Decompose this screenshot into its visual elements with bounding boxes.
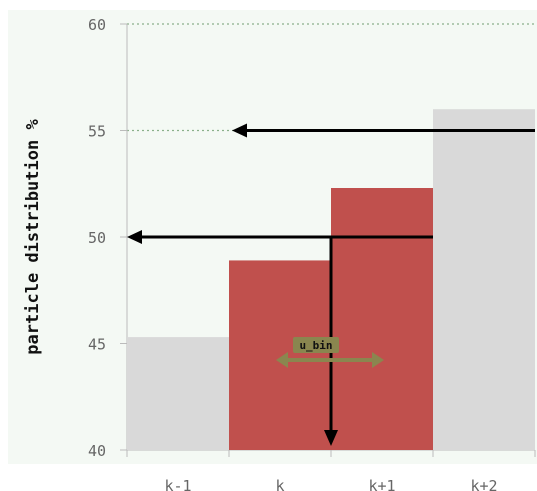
bar-k+2 bbox=[433, 109, 535, 450]
x-tick-label-k+1: k+1 bbox=[368, 477, 395, 491]
arrow-down-head bbox=[324, 430, 338, 446]
y-tick-label-45: 45 bbox=[88, 336, 106, 354]
double-headed-arrow-icon bbox=[276, 352, 384, 368]
u-bin-label: u_bin bbox=[299, 339, 332, 352]
arrow-to-50-head bbox=[127, 230, 142, 244]
annotation-arrows bbox=[127, 123, 535, 446]
bar-k+1 bbox=[331, 188, 433, 450]
u-bin-annotation: u_bin bbox=[276, 337, 384, 368]
y-tick-label-60: 60 bbox=[88, 16, 106, 34]
y-tick-label-50: 50 bbox=[88, 229, 106, 247]
x-tick-label-k: k bbox=[275, 477, 284, 491]
arrow-to-55-head bbox=[232, 123, 247, 138]
u-bin-badge bbox=[293, 337, 339, 353]
y-tick-labels: 40 45 50 55 60 bbox=[88, 16, 106, 460]
x-tick-label-k-1: k-1 bbox=[164, 477, 191, 491]
bar-k-1 bbox=[127, 337, 229, 450]
x-tick-labels: k-1 k k+1 k+2 bbox=[164, 477, 497, 491]
bar-k bbox=[229, 260, 331, 450]
y-tick-label-40: 40 bbox=[88, 442, 106, 460]
y-tick-label-55: 55 bbox=[88, 123, 106, 141]
y-axis-title: particle distribution % bbox=[23, 119, 43, 355]
x-tick-label-k+2: k+2 bbox=[470, 477, 497, 491]
bars bbox=[127, 109, 535, 450]
